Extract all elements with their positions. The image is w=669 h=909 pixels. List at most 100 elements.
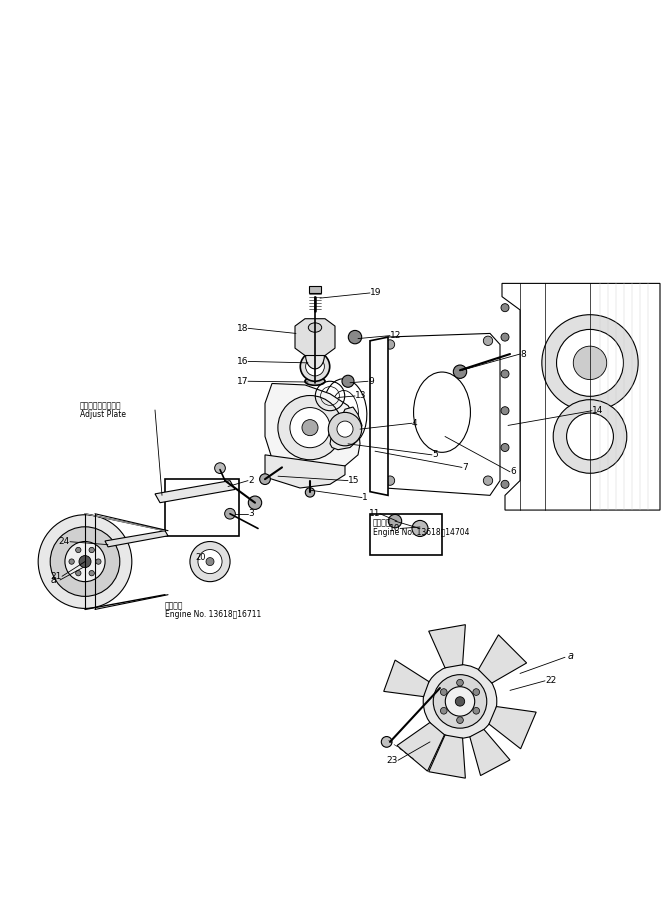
Circle shape (96, 559, 101, 564)
Circle shape (446, 686, 475, 716)
Circle shape (501, 444, 509, 452)
Circle shape (501, 370, 509, 378)
Polygon shape (429, 735, 466, 778)
Circle shape (79, 555, 91, 567)
Circle shape (89, 547, 94, 553)
Text: 6: 6 (510, 467, 516, 476)
Circle shape (89, 571, 94, 575)
Text: 20: 20 (195, 554, 205, 563)
Text: 8: 8 (520, 350, 526, 358)
Polygon shape (330, 407, 362, 450)
Text: 18: 18 (237, 324, 248, 333)
Text: a: a (51, 575, 57, 585)
Text: 17: 17 (237, 376, 248, 385)
Circle shape (300, 352, 330, 381)
Circle shape (215, 463, 225, 474)
Circle shape (567, 413, 613, 460)
Circle shape (573, 346, 607, 380)
Text: 13: 13 (355, 392, 367, 401)
Text: 11: 11 (369, 509, 380, 518)
Circle shape (302, 420, 318, 435)
Circle shape (342, 375, 354, 387)
Text: 3: 3 (248, 509, 254, 518)
Polygon shape (265, 384, 360, 472)
Circle shape (50, 527, 120, 596)
Polygon shape (370, 337, 388, 495)
Text: 5: 5 (432, 450, 438, 459)
Text: a: a (568, 651, 574, 661)
Text: 9: 9 (368, 376, 374, 385)
Circle shape (501, 480, 509, 488)
Circle shape (501, 304, 509, 312)
Polygon shape (470, 729, 510, 775)
Circle shape (190, 542, 230, 582)
Text: 12: 12 (390, 331, 401, 340)
Text: 1: 1 (362, 493, 368, 502)
Ellipse shape (323, 379, 367, 445)
Text: 4: 4 (412, 419, 417, 428)
Text: 適用号機: 適用号機 (373, 519, 391, 528)
Circle shape (483, 476, 492, 485)
Circle shape (38, 514, 132, 608)
Circle shape (248, 496, 262, 509)
Text: 15: 15 (348, 476, 359, 485)
Polygon shape (295, 319, 335, 355)
Circle shape (473, 707, 480, 714)
Circle shape (306, 357, 324, 376)
Circle shape (328, 413, 362, 445)
Circle shape (434, 674, 487, 728)
Circle shape (440, 689, 447, 695)
Circle shape (553, 400, 627, 474)
Text: Engine No. 13618～14704: Engine No. 13618～14704 (373, 527, 470, 536)
Text: 2: 2 (248, 476, 254, 485)
Circle shape (542, 315, 638, 411)
Polygon shape (397, 723, 444, 771)
Text: 10: 10 (389, 524, 400, 533)
Circle shape (278, 395, 342, 460)
Polygon shape (265, 454, 345, 488)
Polygon shape (384, 660, 429, 696)
Polygon shape (502, 284, 660, 510)
Circle shape (206, 557, 214, 565)
Circle shape (557, 329, 624, 396)
Text: 14: 14 (592, 406, 603, 415)
Text: 21: 21 (51, 572, 62, 581)
Circle shape (501, 333, 509, 341)
Text: アジャストプレート: アジャストプレート (80, 401, 122, 410)
Bar (165, 479, 239, 535)
Circle shape (76, 547, 81, 553)
Circle shape (454, 365, 467, 378)
Text: Adjust Plate: Adjust Plate (80, 410, 126, 419)
Circle shape (65, 542, 105, 582)
Circle shape (457, 679, 464, 686)
Text: 24: 24 (59, 537, 70, 546)
Polygon shape (478, 634, 527, 683)
Circle shape (305, 488, 314, 497)
Circle shape (76, 571, 81, 575)
Circle shape (337, 421, 353, 437)
Text: 7: 7 (462, 463, 468, 472)
Circle shape (198, 550, 222, 574)
Ellipse shape (308, 323, 322, 332)
Polygon shape (429, 624, 466, 668)
Text: 適用号機: 適用号機 (165, 601, 183, 610)
Ellipse shape (413, 372, 470, 453)
Circle shape (457, 717, 464, 724)
Ellipse shape (332, 391, 359, 434)
Circle shape (260, 474, 270, 484)
Text: 22: 22 (545, 676, 556, 685)
Text: 23: 23 (387, 755, 398, 764)
Circle shape (473, 689, 480, 695)
Circle shape (225, 508, 235, 519)
Circle shape (388, 514, 401, 528)
Circle shape (483, 336, 492, 345)
Text: Engine No. 13618～16711: Engine No. 13618～16711 (165, 610, 262, 619)
Circle shape (290, 407, 330, 448)
Bar (309, 286, 321, 293)
Circle shape (385, 340, 395, 349)
Circle shape (381, 736, 392, 747)
Circle shape (69, 559, 74, 564)
Circle shape (456, 696, 465, 706)
Polygon shape (385, 334, 500, 495)
Circle shape (349, 331, 362, 344)
